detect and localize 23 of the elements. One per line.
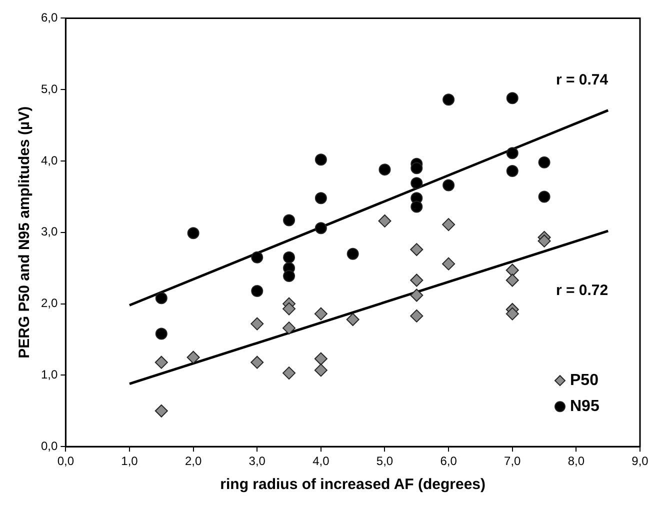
x-tick-label: 0,0 bbox=[57, 454, 74, 468]
y-tick-label: 0,0 bbox=[40, 438, 58, 453]
x-tick-label: 1,0 bbox=[121, 454, 138, 468]
annotation: r = 0.74 bbox=[556, 71, 609, 88]
x-tick-label: 5,0 bbox=[376, 454, 394, 468]
y-tick-label: 6,0 bbox=[40, 10, 58, 25]
annotation: r = 0.72 bbox=[556, 282, 608, 300]
x-tick-label: 3,0 bbox=[248, 454, 266, 468]
y-axis-title: PERG P50 and N95 amplitudes (µV) bbox=[16, 106, 34, 358]
y-tick-label: 3,0 bbox=[40, 224, 58, 239]
x-tick-label: 8,0 bbox=[568, 454, 585, 468]
y-tick-label: 5,0 bbox=[40, 82, 58, 96]
legend-label: N95 bbox=[570, 398, 600, 416]
x-tick-label: 6,0 bbox=[440, 454, 458, 468]
x-tick-label: 2,0 bbox=[184, 454, 202, 468]
legend-label: P50 bbox=[570, 372, 599, 390]
y-tick-label: 1,0 bbox=[40, 368, 58, 382]
x-axis-title: ring radius of increased AF (degrees) bbox=[220, 476, 486, 494]
x-tick-label: 7,0 bbox=[504, 454, 522, 468]
y-tick-label: 2,0 bbox=[40, 296, 58, 310]
y-tick-label: 4,0 bbox=[40, 153, 58, 168]
x-tick-label: 4,0 bbox=[312, 454, 330, 468]
x-tick-label: 9,0 bbox=[632, 454, 649, 468]
